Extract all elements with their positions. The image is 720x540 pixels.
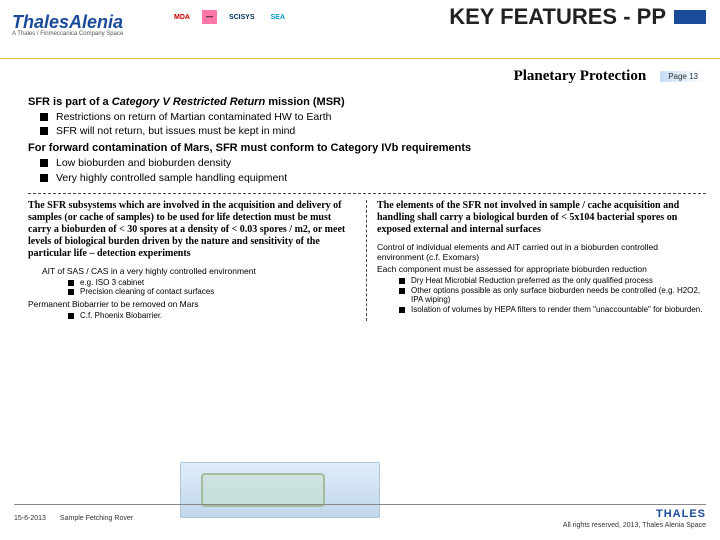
footer-rule — [14, 504, 706, 505]
sub-heading: Permanent Biobarrier to be removed on Ma… — [28, 299, 356, 309]
page-number: Page 13 — [660, 71, 706, 82]
bullet-item: Very highly controlled sample handling e… — [56, 171, 706, 185]
right-column: The elements of the SFR not involved in … — [367, 200, 706, 321]
subtitle-row: Planetary Protection Page 13 — [514, 68, 706, 85]
slide-subtitle: Planetary Protection — [514, 68, 647, 85]
bullet-item: Isolation of volumes by HEPA filters to … — [411, 305, 706, 315]
footer-logo: THALES — [656, 508, 706, 520]
title-accent-bar — [674, 10, 706, 24]
emphasis-paragraph: The SFR subsystems which are involved in… — [28, 200, 356, 260]
slide-title: KEY FEATURES - PP — [449, 4, 666, 30]
horizontal-separator — [28, 193, 706, 194]
logo-subtext: A Thales / Finmeccanica Company Space — [12, 31, 123, 37]
logo-text: ThalesAlenia — [12, 12, 123, 32]
body-line: Each component must be assessed for appr… — [377, 264, 706, 274]
partner-logo: SCISYS — [225, 10, 259, 24]
slide-title-row: KEY FEATURES - PP — [449, 4, 706, 30]
bullet-item: Low bioburden and bioburden density — [56, 156, 706, 170]
bullet-item: Restrictions on return of Martian contam… — [56, 110, 706, 124]
footer-date: 15-6-2013 — [14, 515, 46, 522]
partner-logo: MDA — [170, 10, 194, 24]
footer-left: 15-6-2013 Sample Fetching Rover — [14, 515, 133, 522]
bullet-list: Dry Heat Microbial Reduction preferred a… — [377, 276, 706, 314]
partner-logos: MDA — SCISYS SEA — [170, 10, 289, 24]
section-heading: For forward contamination of Mars, SFR m… — [28, 142, 706, 154]
bullet-list: e.g. ISO 3 cabinet Precision cleaning of… — [28, 278, 356, 297]
header-rule — [0, 58, 720, 59]
emphasis-paragraph: The elements of the SFR not involved in … — [377, 200, 706, 236]
bullet-item: C.f. Phoenix Biobarrier. — [80, 311, 356, 321]
heading-prefix: SFR is part of a — [28, 96, 112, 108]
body-line: Control of individual elements and AIT c… — [377, 242, 706, 262]
slide-body: SFR is part of a Category V Restricted R… — [28, 96, 706, 321]
footer-doc-title: Sample Fetching Rover — [60, 515, 133, 522]
bullet-item: SFR will not return, but issues must be … — [56, 124, 706, 138]
sub-heading: AIT of SAS / CAS in a very highly contro… — [28, 266, 356, 276]
left-column: The SFR subsystems which are involved in… — [28, 200, 367, 321]
heading-suffix: mission (MSR) — [265, 96, 344, 108]
heading-em: Category V Restricted Return — [112, 96, 265, 108]
bullet-item: Precision cleaning of contact surfaces — [80, 287, 356, 297]
partner-logo: — — [202, 10, 217, 24]
primary-logo: ThalesAlenia A Thales / Finmeccanica Com… — [12, 12, 123, 37]
bullet-list: C.f. Phoenix Biobarrier. — [28, 311, 356, 321]
footer-right: THALES All rights reserved, 2013, Thales… — [563, 508, 706, 529]
footer-rights: All rights reserved, 2013, Thales Alenia… — [563, 522, 706, 529]
bullet-item: Other options possible as only surface b… — [411, 286, 706, 305]
slide-footer: 15-6-2013 Sample Fetching Rover THALES A… — [0, 504, 720, 534]
partner-logo: SEA — [267, 10, 289, 24]
bullet-item: Dry Heat Microbial Reduction preferred a… — [411, 276, 706, 286]
slide-header: ThalesAlenia A Thales / Finmeccanica Com… — [0, 0, 720, 64]
two-column-layout: The SFR subsystems which are involved in… — [28, 200, 706, 321]
bullet-item: e.g. ISO 3 cabinet — [80, 278, 356, 288]
bullet-list: Restrictions on return of Martian contam… — [28, 110, 706, 138]
bullet-list: Low bioburden and bioburden density Very… — [28, 156, 706, 184]
section-heading: SFR is part of a Category V Restricted R… — [28, 96, 706, 108]
